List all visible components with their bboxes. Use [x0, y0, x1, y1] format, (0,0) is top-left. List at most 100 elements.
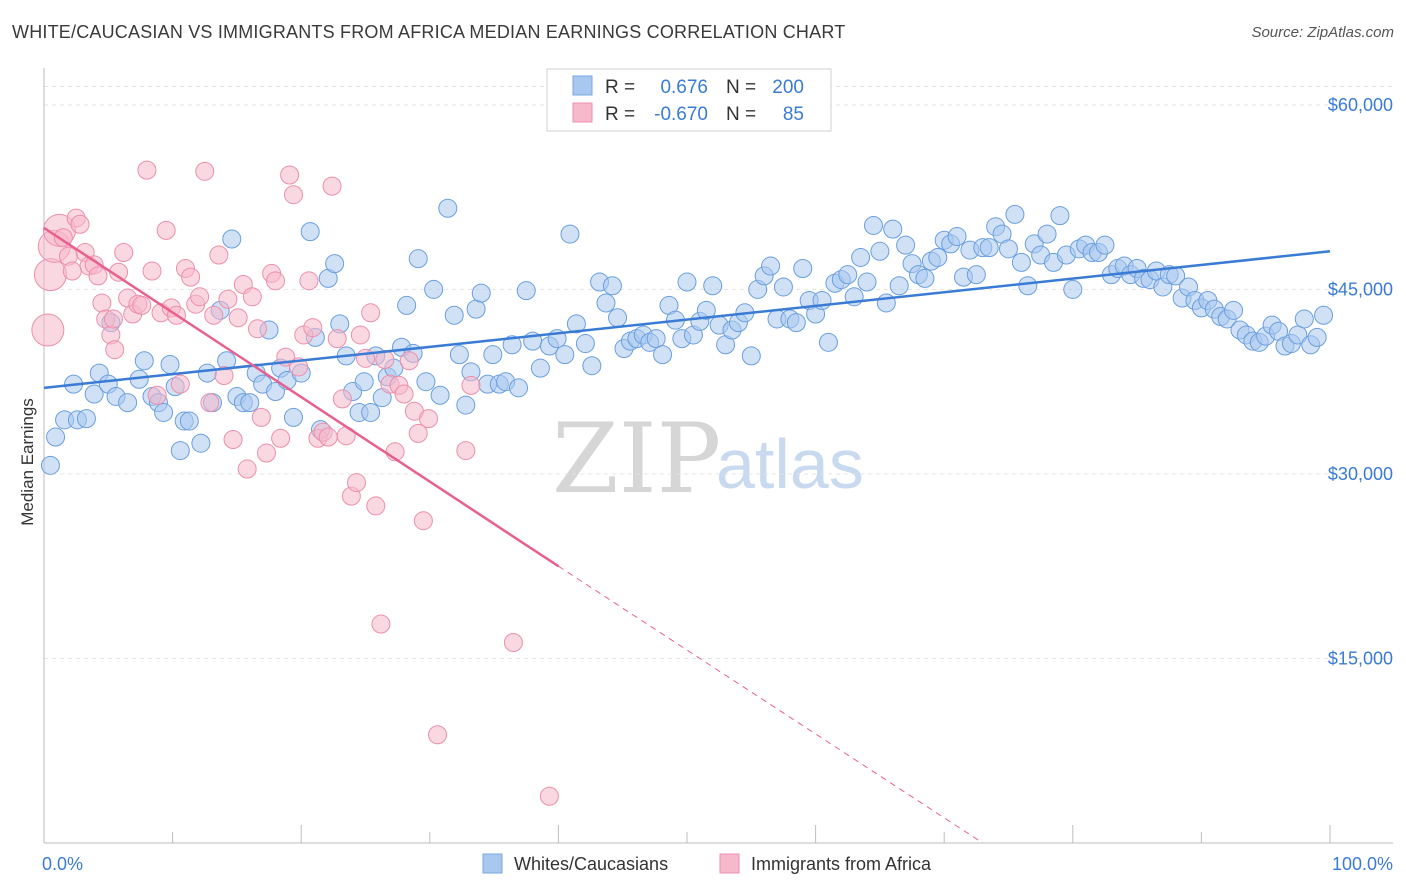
point-africa-68 [350, 325, 370, 345]
point-africa-45 [242, 287, 262, 307]
point-africa-37 [204, 305, 224, 325]
y-tick-labels: $15,000 $30,000 $45,000 $60,000 [1328, 95, 1393, 669]
point-whites-72 [502, 335, 522, 355]
point-whites-101 [696, 300, 716, 320]
point-africa-27 [156, 220, 176, 240]
point-whites-1 [46, 427, 66, 447]
legend-r-label-2: R = [605, 104, 635, 125]
point-africa-36 [200, 393, 220, 413]
point-whites-21 [179, 411, 199, 431]
point-whites-132 [896, 235, 916, 255]
point-africa-23 [137, 160, 157, 180]
point-africa-64 [332, 389, 352, 409]
point-africa-30 [170, 374, 190, 394]
chart-title: WHITE/CAUCASIAN VS IMMIGRANTS FROM AFRIC… [12, 22, 846, 42]
point-whites-140 [947, 227, 967, 247]
point-whites-163 [1095, 235, 1115, 255]
point-whites-27 [222, 229, 242, 249]
point-whites-34 [265, 382, 285, 402]
point-africa-83 [428, 725, 448, 745]
point-whites-76 [530, 358, 550, 378]
legend-r-value-2: -0.670 [654, 104, 708, 125]
point-whites-154 [1037, 224, 1057, 244]
point-africa-25 [147, 385, 167, 405]
point-whites-137 [928, 247, 948, 267]
point-africa-88 [103, 309, 123, 329]
point-africa-50 [265, 271, 285, 291]
point-whites-125 [851, 247, 871, 267]
point-whites-48 [354, 372, 374, 392]
point-africa-86 [503, 632, 523, 652]
point-africa-39 [214, 366, 234, 386]
point-africa-6 [62, 261, 82, 281]
point-whites-94 [653, 345, 673, 365]
point-whites-73 [509, 378, 529, 398]
y-axis-label: Median Earnings [18, 398, 37, 526]
point-africa-32 [181, 267, 201, 287]
point-whites-43 [325, 254, 345, 274]
grid-lines [44, 85, 1393, 659]
point-africa-77 [394, 384, 414, 404]
point-africa-8 [70, 214, 90, 234]
point-whites-128 [870, 241, 890, 261]
point-whites-143 [966, 265, 986, 285]
legend-swatch-whites [572, 75, 593, 96]
point-africa-84 [456, 441, 476, 461]
y-tick-label-2: $45,000 [1328, 279, 1393, 299]
x-tick-label-end: 100.0% [1332, 854, 1393, 874]
x-tick-labels: 0.0% 100.0% [42, 854, 1393, 874]
point-africa-22 [132, 295, 152, 315]
point-africa-70 [361, 303, 381, 323]
point-whites-16 [154, 402, 174, 422]
point-whites-194 [1294, 309, 1314, 329]
trend-line-africa-extension [558, 565, 984, 844]
point-whites-57 [408, 249, 428, 269]
point-whites-156 [1050, 206, 1070, 226]
point-whites-69 [483, 345, 503, 365]
point-whites-86 [602, 276, 622, 296]
point-africa-80 [408, 423, 428, 443]
x-tick-label-start: 0.0% [42, 854, 83, 874]
series-africa-points [31, 160, 559, 806]
point-africa-18 [114, 243, 134, 263]
y-tick-label-1: $30,000 [1328, 464, 1393, 484]
point-whites-148 [999, 239, 1018, 259]
point-africa-1 [33, 258, 67, 292]
point-africa-82 [419, 409, 439, 429]
point-africa-85 [461, 375, 481, 395]
y-tick-label-0: $15,000 [1328, 648, 1393, 668]
point-whites-98 [677, 272, 697, 292]
axes [43, 68, 1393, 844]
point-whites-151 [1018, 276, 1038, 296]
point-whites-17 [160, 354, 180, 374]
point-whites-108 [741, 346, 761, 366]
point-whites-115 [786, 313, 806, 333]
point-whites-82 [575, 334, 595, 354]
point-whites-13 [134, 351, 154, 371]
point-whites-64 [456, 395, 476, 415]
point-africa-63 [327, 329, 347, 349]
legend-n-value-1: 200 [772, 77, 804, 98]
point-whites-55 [397, 295, 417, 315]
point-whites-111 [761, 256, 781, 276]
point-africa-54 [283, 185, 303, 205]
legend-n-value-2: 85 [783, 104, 804, 125]
point-whites-130 [883, 219, 903, 239]
point-africa-34 [190, 287, 210, 307]
point-whites-145 [979, 238, 999, 258]
bottom-legend-label-whites: Whites/Caucasians [514, 854, 668, 874]
watermark-zip: ZIP [552, 403, 721, 515]
point-whites-135 [915, 268, 935, 288]
point-africa-51 [271, 428, 291, 448]
bottom-legend-swatch-whites [482, 853, 503, 874]
point-africa-48 [256, 443, 276, 463]
point-whites-66 [466, 299, 486, 319]
point-africa-78 [399, 351, 419, 371]
point-africa-41 [223, 430, 243, 450]
point-africa-62 [322, 176, 342, 196]
trend-line-africa [43, 226, 560, 568]
point-africa-40 [218, 289, 238, 309]
point-whites-127 [863, 215, 883, 235]
point-africa-61 [318, 427, 338, 447]
bottom-legend-label-africa: Immigrants from Africa [751, 854, 932, 874]
